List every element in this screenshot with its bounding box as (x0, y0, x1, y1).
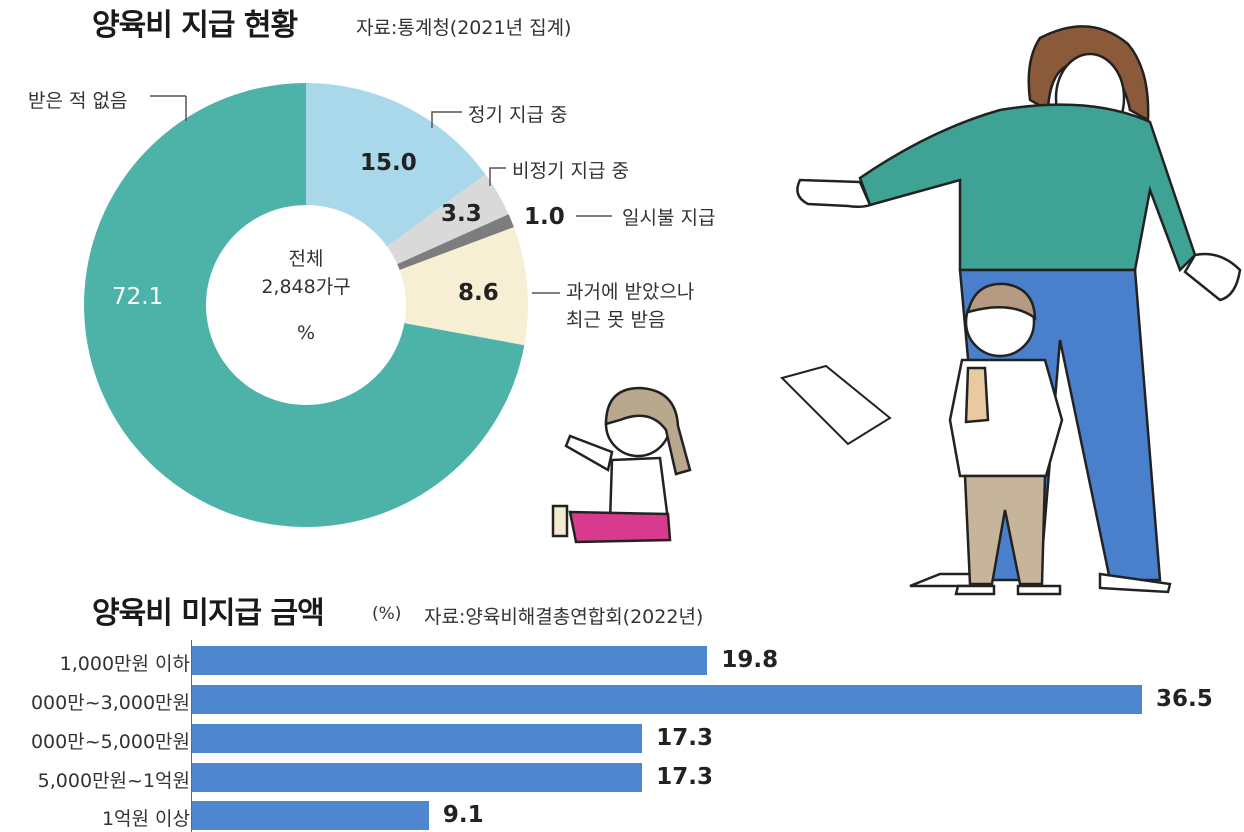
donut-chart-source: 자료:통계청(2021년 집계) (356, 17, 572, 39)
bar-1000-3000 (192, 685, 1142, 714)
label-past-received-line1: 과거에 받았으나 (566, 281, 695, 303)
leader-line (489, 167, 506, 186)
bar-value-1000-3000: 36.5 (1156, 686, 1213, 712)
bar-value-5000-1eok: 17.3 (656, 764, 714, 790)
slice-irregular (386, 174, 509, 265)
bar-value-3000-5000: 17.3 (656, 725, 714, 751)
bar-chart-title: 양육비 미지급 금액 (92, 596, 325, 631)
bar-label-over-1eok: 1억원 이상 (101, 808, 190, 830)
label-never-received: 받은 적 없음 (28, 90, 128, 112)
bar-over-1eok (192, 801, 429, 830)
bar-3000-5000 (192, 724, 643, 753)
slice-regular (306, 83, 486, 247)
donut-chart-title: 양육비 지급 현황 (92, 8, 298, 43)
bar-label-3000-5000: 000만~5,000만원 (30, 731, 190, 753)
bar-label-5000-1eok: 5,000만원~1억원 (37, 770, 190, 792)
label-past-received-line2: 최근 못 받음 (566, 309, 666, 331)
donut-center-unit: % (296, 322, 316, 344)
value-lump-sum: 1.0 (524, 204, 565, 230)
bar-label-1000-3000: 000만~3,000만원 (30, 692, 190, 714)
bar-value-under-1000: 19.8 (721, 647, 779, 673)
value-regular: 15.0 (360, 150, 417, 176)
donut-center-total: 2,848가구 (261, 276, 351, 298)
bar-value-over-1eok: 9.1 (442, 802, 484, 828)
bar-chart-unit: (%) (372, 604, 402, 624)
value-past-received: 8.6 (458, 280, 499, 306)
label-irregular: 비정기 지급 중 (512, 160, 629, 182)
donut-center-label: 전체 (288, 248, 324, 270)
bar-chart-source: 자료:양육비해결총연합회(2022년) (424, 606, 704, 628)
slice-past-received (399, 227, 528, 346)
bar-under-1000 (192, 646, 708, 675)
slice-never-received (84, 83, 525, 527)
boy-figure (948, 282, 1064, 596)
value-never-received: 72.1 (112, 284, 164, 310)
leader-line (431, 111, 462, 128)
bar-axis-line (191, 640, 192, 832)
bar-5000-1eok (192, 763, 643, 792)
label-regular: 정기 지급 중 (468, 104, 568, 126)
girl-figure (551, 386, 692, 544)
value-irregular: 3.3 (441, 201, 482, 227)
bar-label-under-1000: 1,000만원 이하 (59, 653, 190, 675)
slice-lump-sum (397, 214, 514, 270)
label-lump-sum: 일시불 지급 (622, 207, 716, 229)
paper-icon (780, 364, 892, 446)
